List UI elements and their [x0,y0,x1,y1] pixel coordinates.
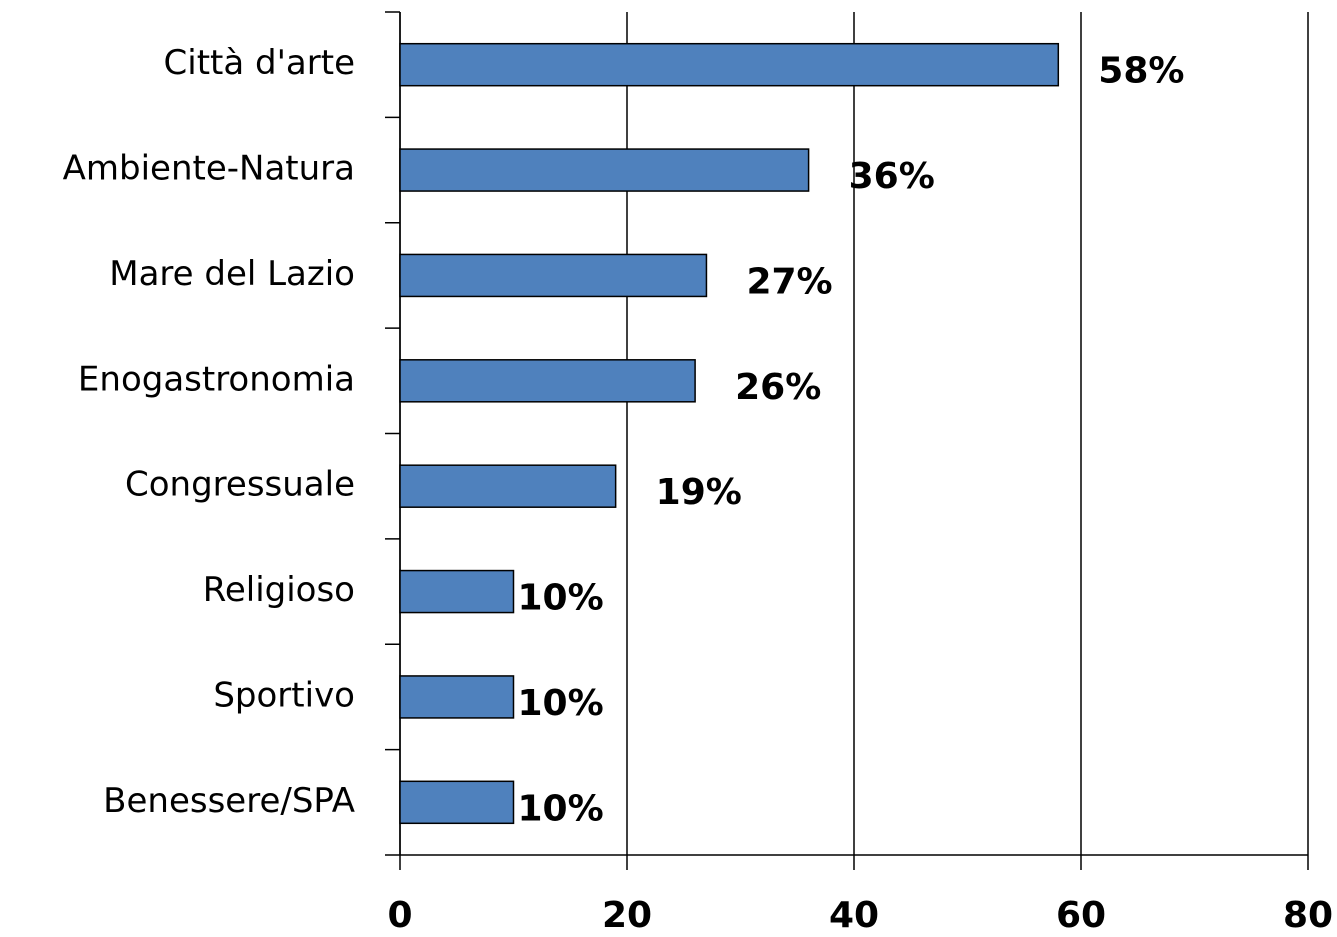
bar [399,42,1060,87]
bar [399,253,708,298]
y-tick-label: Sportivo [213,675,355,715]
value-label: 19% [656,472,742,513]
value-label: 27% [746,261,832,302]
bar [399,780,515,825]
y-tick-label: Benessere/SPA [103,781,355,821]
x-tick-label: 80 [1283,895,1333,936]
x-tick-label: 40 [829,895,879,936]
y-tick-label: Città d'arte [164,43,355,83]
value-label: 10% [518,683,604,724]
bar [399,675,515,719]
x-tick-label: 60 [1056,895,1106,936]
y-tick-label: Religioso [203,570,355,610]
value-label: 10% [518,788,604,829]
bar [399,464,617,508]
y-tick-label: Enogastronomia [78,359,355,399]
value-label: 26% [735,367,821,408]
value-label: 10% [518,578,604,619]
bar [399,148,810,192]
value-label: 36% [849,156,935,197]
y-tick-label: Mare del Lazio [109,254,355,294]
value-label: 58% [1098,51,1184,92]
y-tick-label: Ambiente-Natura [63,149,355,189]
bar [399,359,696,403]
x-tick-label: 20 [602,895,652,936]
x-tick-label: 0 [387,895,412,936]
y-tick-label: Congressuale [125,465,355,505]
bar [399,569,515,614]
